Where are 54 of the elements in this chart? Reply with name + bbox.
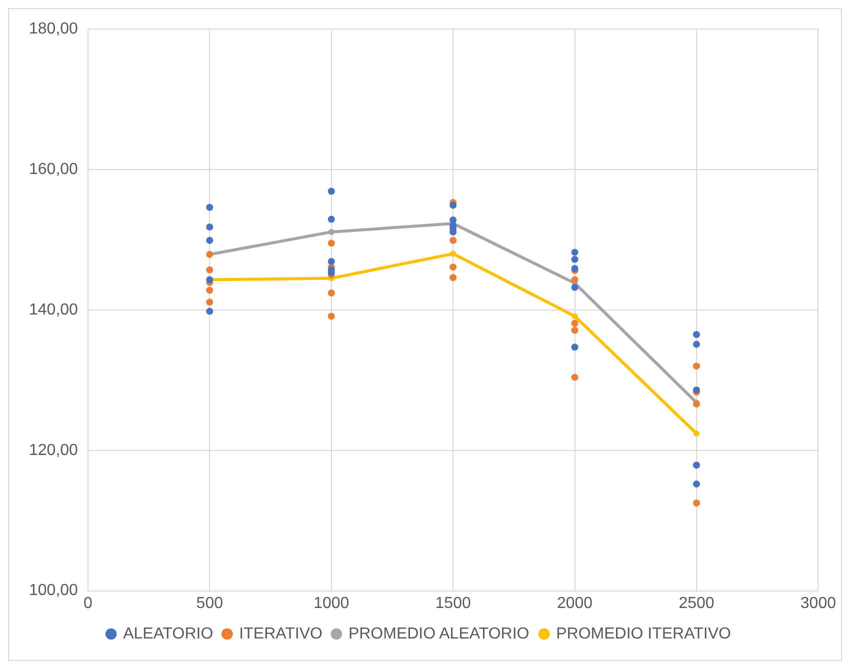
- point: [692, 386, 700, 394]
- x-tick-label: 1500: [435, 594, 471, 612]
- point: [328, 258, 335, 265]
- point: [693, 430, 700, 436]
- point: [450, 202, 457, 209]
- legend-label: ITERATIVO: [239, 625, 322, 642]
- point: [571, 284, 578, 291]
- point: [450, 236, 457, 244]
- x-tick-label: 500: [196, 594, 224, 612]
- x-tick-label: 2000: [556, 594, 593, 612]
- point: [328, 228, 334, 235]
- y-tick-label: 140,00: [29, 301, 78, 318]
- point: [692, 462, 700, 469]
- point: [328, 290, 335, 297]
- point: [572, 313, 578, 320]
- point: [450, 216, 457, 224]
- point: [206, 286, 214, 294]
- point: [571, 320, 578, 327]
- point: [450, 264, 457, 271]
- point: [450, 274, 457, 282]
- point: [206, 266, 214, 274]
- point: [692, 340, 700, 348]
- point: [571, 344, 578, 351]
- point: [692, 330, 700, 338]
- point: [571, 264, 578, 272]
- point: [571, 248, 578, 256]
- point: [692, 480, 700, 488]
- point: [692, 362, 700, 370]
- point: [328, 216, 335, 223]
- point: [571, 276, 578, 284]
- y-tick-label: 160,00: [29, 160, 78, 178]
- point: [328, 188, 335, 195]
- point: [206, 236, 214, 244]
- y-tick-label: 180,00: [29, 20, 78, 38]
- point: [206, 204, 214, 211]
- x-tick-label: 0: [83, 594, 92, 612]
- point: [571, 374, 578, 381]
- point: [692, 500, 700, 507]
- x-tick-label: 2500: [678, 594, 714, 612]
- point: [450, 250, 456, 257]
- x-tick-label: 3000: [800, 594, 836, 612]
- point: [206, 298, 214, 306]
- point: [328, 240, 335, 247]
- point: [206, 308, 214, 315]
- point: [206, 224, 214, 231]
- legend-label: ALEATORIO: [123, 625, 214, 642]
- x-tick-label: 1000: [314, 594, 350, 612]
- legend-label: PROMEDIO ITERATIVO: [556, 625, 731, 642]
- y-tick-label: 100,00: [29, 582, 78, 600]
- legend-label: PROMEDIO ALEATORIO: [348, 625, 530, 642]
- point: [571, 256, 578, 263]
- point: [571, 326, 578, 334]
- point: [328, 312, 335, 320]
- y-tick-label: 120,00: [29, 442, 78, 459]
